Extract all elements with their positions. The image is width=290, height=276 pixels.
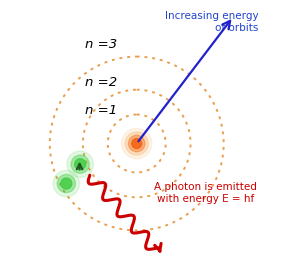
Text: A photon is emitted
with energy E = hf: A photon is emitted with energy E = hf	[154, 182, 257, 204]
Circle shape	[71, 155, 89, 173]
Text: n =2: n =2	[85, 76, 117, 89]
Circle shape	[53, 170, 79, 197]
Text: n =1: n =1	[85, 104, 117, 117]
Text: Increasing energy
of orbits: Increasing energy of orbits	[164, 11, 258, 33]
Circle shape	[122, 128, 152, 159]
Circle shape	[128, 135, 145, 152]
Circle shape	[57, 174, 75, 193]
Circle shape	[132, 139, 142, 148]
Text: n =3: n =3	[85, 38, 117, 51]
Circle shape	[75, 159, 86, 170]
Circle shape	[67, 151, 93, 177]
Circle shape	[61, 178, 72, 189]
Circle shape	[125, 132, 148, 155]
